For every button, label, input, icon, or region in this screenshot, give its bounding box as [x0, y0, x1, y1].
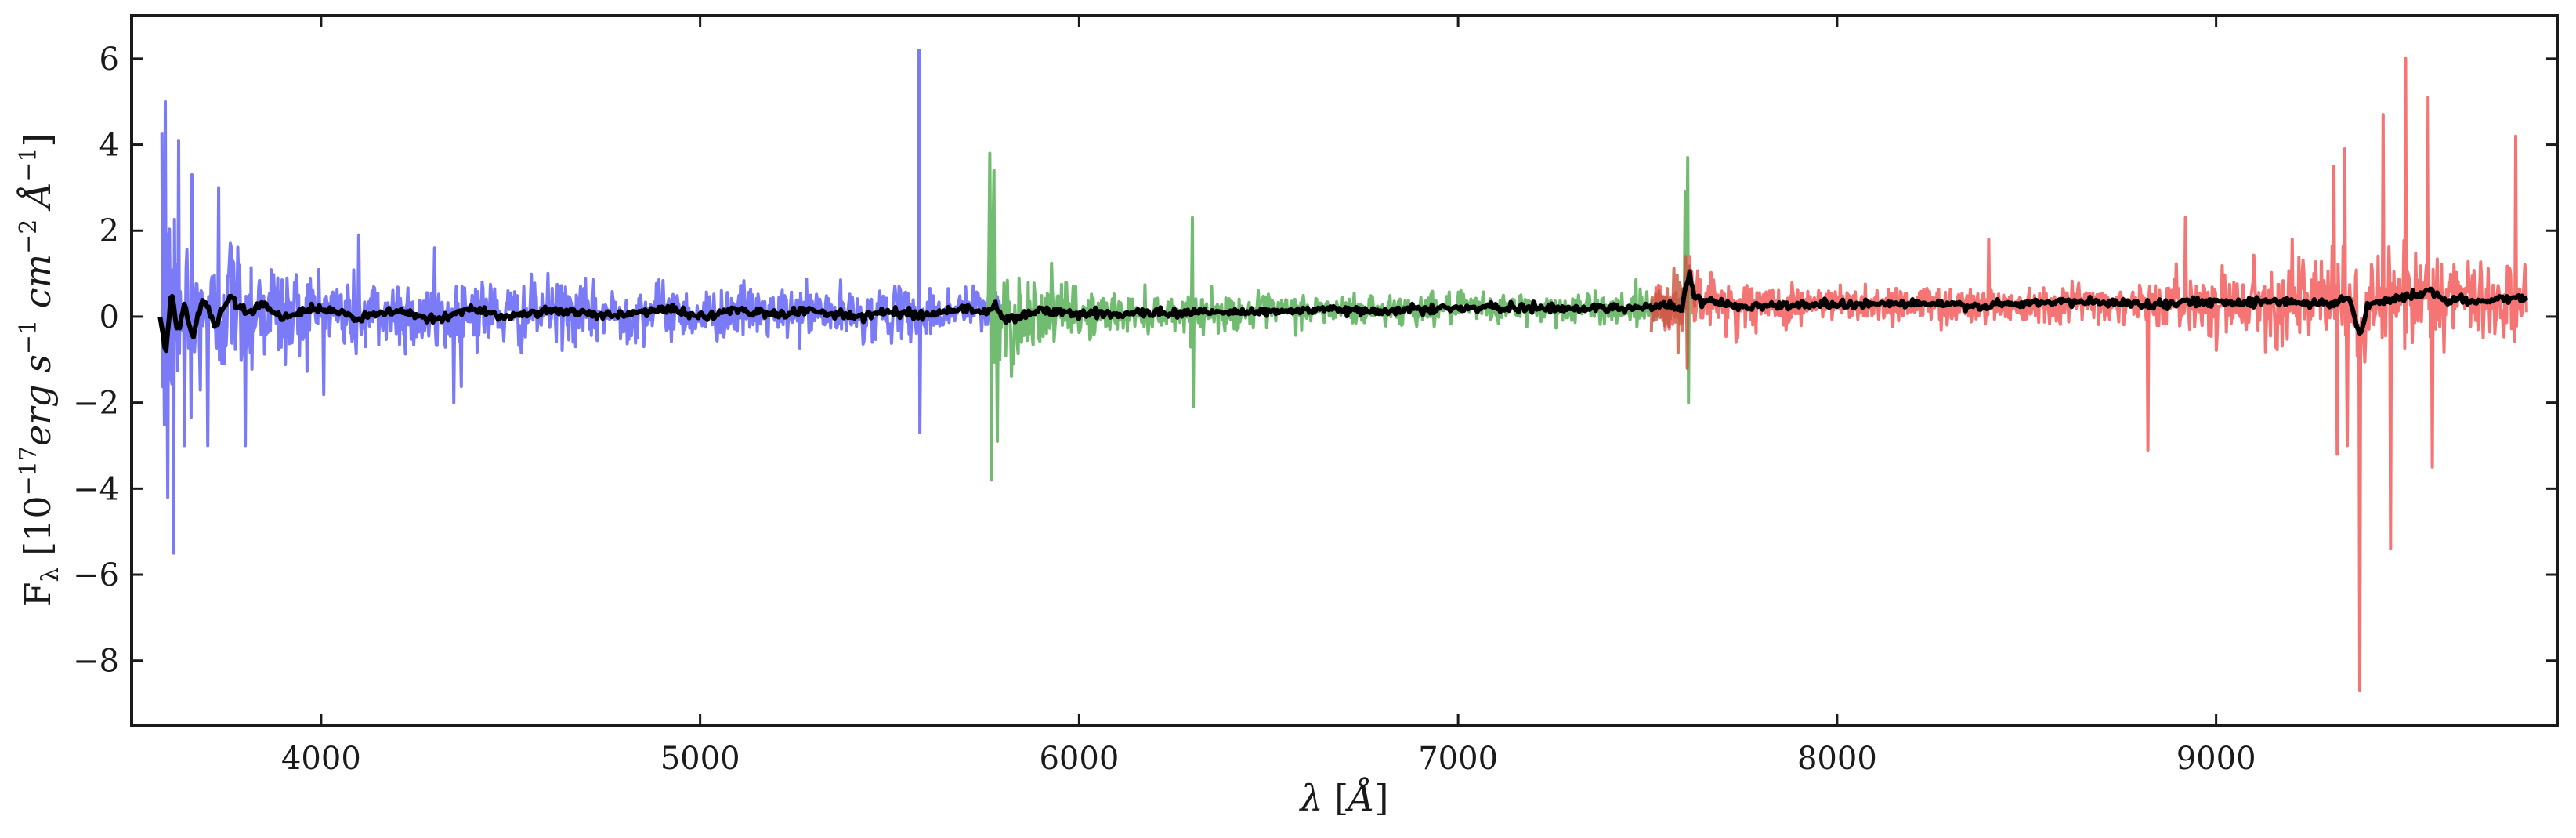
- y-tick-label: 0: [99, 299, 119, 336]
- smoothed-spectrum-line: [157, 269, 2529, 354]
- spectrum-overlap-arm: [1649, 255, 1697, 370]
- x-tick-label: 8000: [1797, 741, 1877, 777]
- y-axis-label: Fλ [10−17erg s−1 cm−2 Å−1]: [15, 133, 64, 608]
- x-tick-label: 9000: [2176, 741, 2256, 777]
- y-tick-label: 6: [99, 42, 119, 78]
- x-tick-label: 7000: [1418, 741, 1498, 777]
- x-tick-label: 5000: [660, 741, 740, 777]
- y-tick-label: 4: [99, 128, 119, 164]
- y-tick-label: −8: [73, 644, 119, 680]
- x-tick-label: 6000: [1039, 741, 1119, 777]
- x-tick-label: 4000: [281, 741, 361, 777]
- plot-frame: [130, 14, 2559, 727]
- x-axis-label: λ [Å]: [1299, 776, 1389, 819]
- ticks-layer: 4000 5000 6000 7000 8000 9000 −8 −6 −4 −2 0 2 4 6: [73, 16, 2557, 777]
- y-tick-label: 2: [99, 213, 119, 249]
- smoothed-layer: [157, 269, 2529, 354]
- y-tick-label: −2: [73, 386, 119, 422]
- y-tick-label: −6: [73, 557, 119, 593]
- y-tick-label: −4: [73, 471, 119, 507]
